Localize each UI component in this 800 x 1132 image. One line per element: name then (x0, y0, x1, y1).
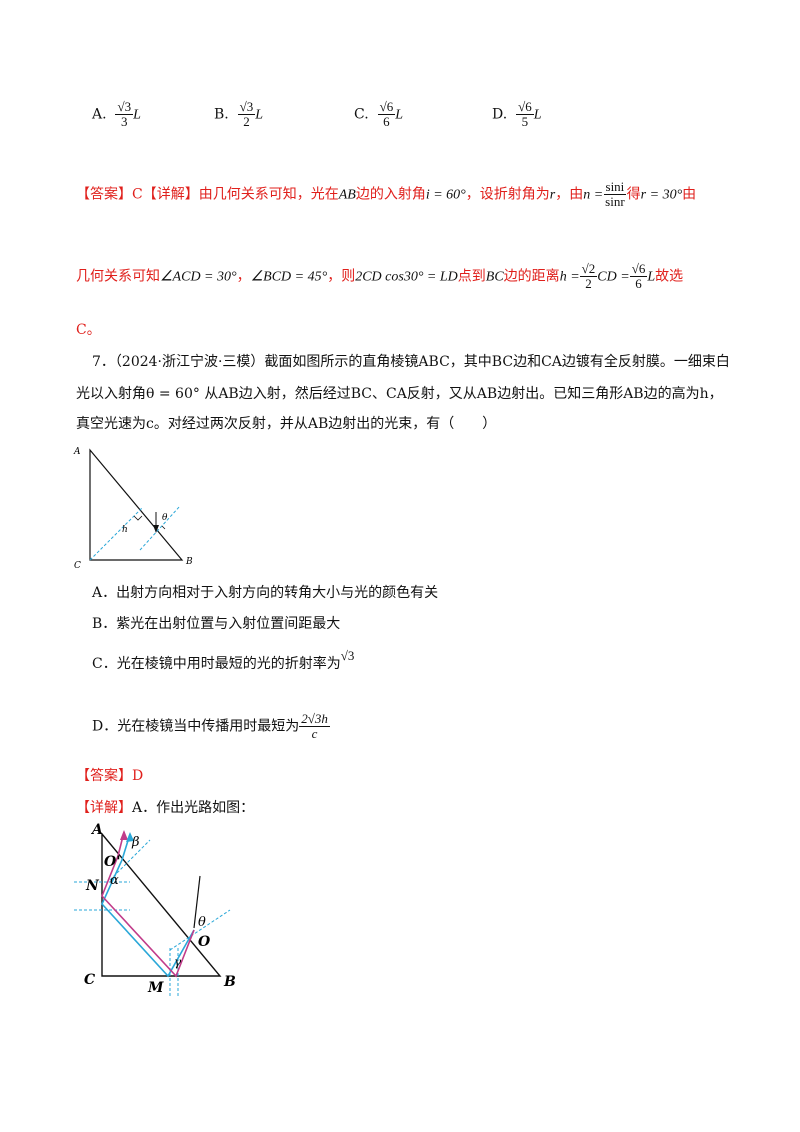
q7-answer: 【答案】D (76, 768, 144, 784)
cyan-ray-path (101, 833, 195, 978)
magenta-ray-path (101, 831, 195, 978)
q6-option-a: A. √3 3 L (92, 99, 141, 129)
right-angle-mark (133, 515, 143, 521)
label-alpha: α (110, 873, 119, 888)
option-letter: D. (492, 106, 508, 123)
arrow-head (153, 525, 159, 533)
label-C-2: C (84, 972, 95, 988)
cyan-arrow (126, 832, 134, 842)
prism-triangle (89, 448, 184, 561)
option-fraction: √6 5 (516, 99, 534, 129)
magenta-arrow (120, 830, 128, 840)
label-theta-2: θ (198, 915, 206, 930)
q7-option-c: C．光在棱镜中用时最短的光的折射率为√3 (92, 648, 355, 672)
label-B: B (185, 557, 193, 567)
option-letter: B. (214, 106, 229, 123)
q6-answer-line3: C。 (76, 322, 101, 338)
label-M: M (147, 980, 164, 996)
option-fraction: √3 2 (237, 99, 256, 129)
prism-figure: A B C h θ (73, 447, 193, 571)
label-N: N (85, 878, 100, 894)
normal-line (139, 505, 181, 551)
option-letter: C. (354, 106, 369, 123)
option-letter: A. (92, 106, 107, 123)
q7-stem-line1: 7．（2024·浙江宁波·三模）截面如图所示的直角棱镜ABC，其中BC边和CA边… (92, 354, 730, 370)
label-h: h (122, 525, 128, 535)
light-path-figure: A B C M N O O' α β γ θ (74, 822, 236, 996)
label-beta: β (131, 835, 140, 850)
q7-detail: 【详解】A．作出光路如图： (76, 800, 255, 816)
q6-option-d: D. √6 5 L (492, 99, 542, 129)
label-A-2: A (90, 822, 103, 838)
altitude-h (89, 507, 143, 561)
incident-ray-2 (193, 875, 201, 929)
label-B-2: B (223, 974, 236, 990)
q7-option-d: D．光在棱镜当中传播用时最短为 2√3h c (92, 711, 330, 741)
label-theta: θ (162, 513, 168, 523)
label-O-prime: O' (104, 854, 120, 870)
n-fraction: sini sinr (603, 179, 627, 209)
q7-option-b: B．紫光在出射位置与入射位置间距最大 (92, 616, 341, 632)
q7-stem-line2: 光以入射角θ = 60° 从AB边入射，然后经过BC、CA反射，又从AB边射出。… (76, 386, 723, 402)
q6-option-c: C. √6 6 L (354, 99, 404, 129)
label-C: C (74, 561, 81, 571)
q6-answer-line1: 【答案】C【详解】由几何关系可知，光在AB边的入射角i = 60°，设折射角为r… (76, 179, 697, 209)
option-fraction: √3 3 (115, 99, 134, 129)
option-fraction: √6 6 (377, 99, 396, 129)
normal-O (169, 909, 231, 951)
normal-Oprime (109, 839, 151, 881)
label-A: A (73, 447, 81, 457)
q6-answer-line2: 几何关系可知∠ACD = 30°，∠BCD = 45°，则2CD cos30° … (76, 261, 684, 291)
q7-option-a: A．出射方向相对于入射方向的转角大小与光的颜色有关 (92, 585, 439, 601)
option-d-fraction: 2√3h c (299, 711, 330, 741)
q6-option-b: B. √3 2 L (214, 99, 264, 129)
label-gamma: γ (174, 955, 182, 969)
q7-stem-line3: 真空光速为c。对经过两次反射，并从AB边射出的光束，有（ ） (76, 416, 497, 432)
label-O: O (198, 934, 211, 950)
